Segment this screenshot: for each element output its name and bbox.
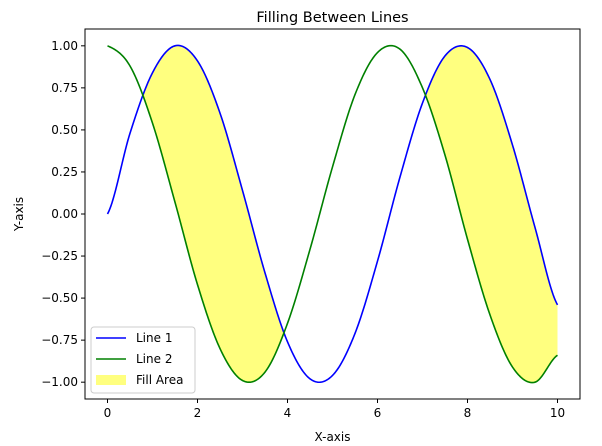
y-tick-label: 0.00 bbox=[51, 207, 78, 221]
y-tick-label: −0.75 bbox=[41, 333, 78, 347]
x-tick-label: 10 bbox=[550, 406, 565, 420]
series-line-1 bbox=[106, 44, 559, 384]
fill-region-1 bbox=[143, 45, 283, 383]
chart-title: Filling Between Lines bbox=[256, 10, 408, 26]
x-tick-label: 8 bbox=[464, 406, 472, 420]
y-tick-label: 1.00 bbox=[51, 39, 78, 53]
y-axis-ticks: −1.00 −0.75 −0.50 −0.25 0.00 0.25 0.50 0.75 1.00 bbox=[41, 39, 85, 389]
y-tick-label: −0.50 bbox=[41, 291, 78, 305]
legend: Line 1 Line 2 Fill Area bbox=[90, 326, 196, 394]
y-tick-label: 0.25 bbox=[51, 165, 78, 179]
x-tick-label: 4 bbox=[284, 406, 292, 420]
y-axis-label: Y-axis bbox=[12, 197, 26, 232]
y-tick-label: 0.50 bbox=[51, 123, 78, 137]
series-line-2 bbox=[107, 44, 558, 384]
legend-fill-label: Fill Area bbox=[136, 373, 183, 387]
y-tick-label: −1.00 bbox=[41, 375, 78, 389]
y-tick-label: −0.25 bbox=[41, 249, 78, 263]
lines-layer bbox=[106, 44, 559, 384]
x-axis-label: X-axis bbox=[315, 430, 351, 444]
y-tick-label: 0.75 bbox=[51, 81, 78, 95]
x-axis-ticks: 0 2 4 6 8 10 bbox=[104, 399, 565, 420]
x-tick-label: 6 bbox=[374, 406, 382, 420]
legend-line-1-label: Line 1 bbox=[136, 331, 172, 345]
legend-fill-swatch bbox=[96, 375, 126, 385]
fill-layer bbox=[143, 45, 558, 383]
legend-line-2-label: Line 2 bbox=[136, 352, 172, 366]
x-tick-label: 0 bbox=[104, 406, 112, 420]
x-tick-label: 2 bbox=[194, 406, 202, 420]
fill-region-2 bbox=[425, 45, 558, 383]
